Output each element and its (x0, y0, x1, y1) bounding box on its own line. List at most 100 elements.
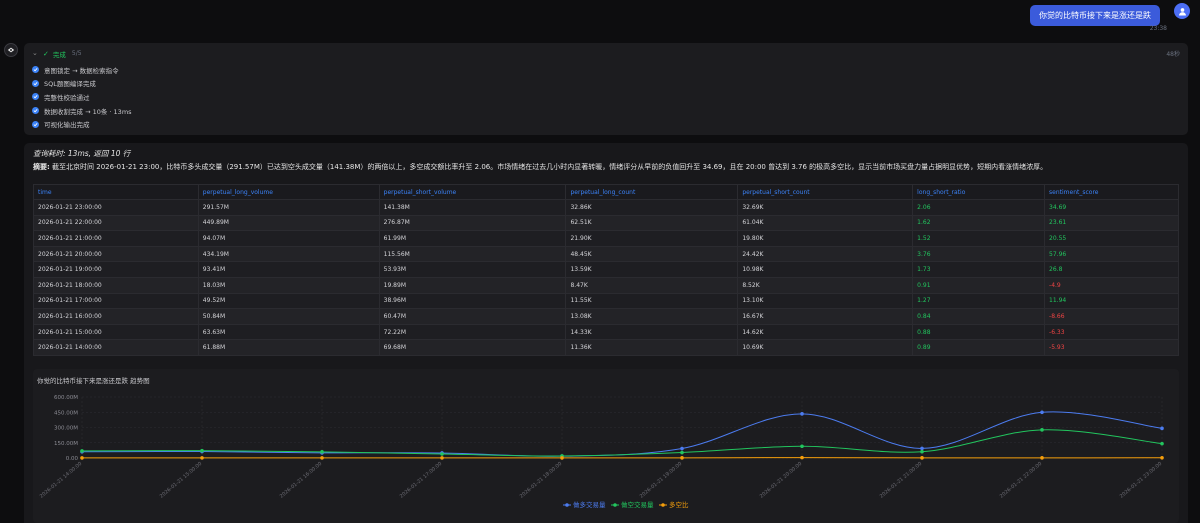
series-line-0 (81, 411, 1163, 457)
table-cell: 18.03M (197, 276, 380, 294)
legend-item-0[interactable]: 做多交易量 (563, 500, 606, 509)
data-point[interactable] (1040, 410, 1044, 415)
legend-swatch-dot (565, 503, 569, 507)
step-check-icon (32, 66, 39, 74)
data-point[interactable] (800, 412, 804, 416)
table-cell: 63.63M (197, 323, 380, 341)
x-tick-label: 2026-01-21 20:00:00 (759, 461, 804, 500)
table-cell: 20.55 (1044, 230, 1179, 247)
step-check-icon (32, 120, 39, 128)
summary: 摘要: 截至北京时间 2026-01-21 23:00，比特币多头成交量（291… (33, 162, 1047, 172)
table-row: 2026-01-21 20:00:00 434.19M 115.56M 48.45K 2… (33, 245, 1179, 263)
table-cell: 13.08K (565, 308, 739, 325)
legend-item-2[interactable]: 多空比 (659, 500, 689, 509)
data-point[interactable] (680, 450, 684, 455)
step-label: 数据收割完成 → 10条 · 13ms (44, 107, 132, 116)
table-cell: 2026-01-21 17:00:00 (33, 292, 199, 310)
table-cell: 0.88 (912, 323, 1046, 341)
step-label: 完整性校验通过 (44, 93, 90, 102)
data-point[interactable] (680, 446, 684, 451)
column-header-long-short-ratio[interactable]: long_short_ratio (912, 184, 1046, 200)
data-point[interactable] (800, 444, 804, 449)
x-tick-label: 2026-01-21 21:00:00 (879, 461, 924, 500)
legend-swatch-dot (661, 503, 665, 507)
table-cell: 61.88M (197, 339, 380, 356)
x-tick-label: 2026-01-21 23:00:00 (1119, 461, 1164, 500)
y-tick-label: 300.00M (54, 426, 78, 432)
x-tick-label: 2026-01-21 15:00:00 (159, 461, 204, 500)
step-check-icon (32, 79, 39, 87)
user-avatar[interactable] (1174, 3, 1190, 19)
table-cell: 2026-01-21 19:00:00 (33, 261, 199, 278)
step-item: SQL题图编译完成 (32, 77, 1180, 91)
user-message-bubble: 你觉的比特币接下来是涨还是跌 (1030, 5, 1160, 26)
table-cell: 11.36K (565, 339, 739, 356)
table-cell: 60.47M (378, 308, 567, 325)
data-point[interactable] (800, 455, 804, 460)
data-point[interactable] (1040, 456, 1044, 460)
table-cell: 291.57M (197, 199, 380, 216)
step-check-icon (32, 107, 39, 115)
table-cell: 94.07M (197, 230, 380, 247)
column-header-perpetual-long-count[interactable]: perpetual_long_count (565, 184, 739, 200)
data-point[interactable] (440, 456, 444, 460)
x-tick-label: 2026-01-21 17:00:00 (399, 461, 444, 500)
table-cell: 2026-01-21 15:00:00 (33, 323, 199, 341)
table-cell: 62.51K (565, 214, 739, 232)
table-cell: 8.47K (565, 276, 739, 294)
data-point[interactable] (920, 449, 924, 454)
data-point[interactable] (200, 448, 204, 453)
y-tick-label: 150.00M (54, 441, 78, 447)
table-cell: -4.9 (1044, 276, 1179, 294)
data-point[interactable] (80, 449, 84, 453)
column-header-time[interactable]: time (33, 184, 199, 200)
data-point[interactable] (560, 456, 564, 460)
table-cell: 11.55K (565, 292, 739, 310)
data-point[interactable] (1040, 428, 1044, 432)
column-header-sentiment-score[interactable]: sentiment_score (1044, 184, 1179, 200)
legend-item-1[interactable]: 做空交易量 (611, 500, 654, 509)
data-point[interactable] (440, 452, 444, 456)
y-tick-label: 600.00M (54, 395, 78, 401)
bot-logo-icon (7, 47, 15, 53)
y-tick-label: 450.00M (54, 410, 78, 416)
column-header-perpetual-short-volume[interactable]: perpetual_short_volume (378, 184, 567, 200)
table-cell: 48.45K (565, 245, 739, 263)
column-header-perpetual-long-volume[interactable]: perpetual_long_volume (197, 184, 380, 200)
table-cell: 276.87M (378, 214, 567, 232)
table-cell: 69.68M (378, 339, 567, 356)
data-point[interactable] (920, 456, 924, 460)
data-point[interactable] (200, 456, 204, 460)
table-row: 2026-01-21 14:00:00 61.88M 69.68M 11.36K 10.… (33, 339, 1179, 356)
data-point[interactable] (920, 446, 924, 451)
legend-label: 多空比 (669, 500, 689, 509)
steps-header[interactable]: ⌄ ✓ 完成 5/5 48秒 (32, 48, 1180, 59)
table-cell: 449.89M (197, 214, 380, 232)
table-cell: 23.61 (1044, 214, 1179, 232)
table-cell: 53.93M (378, 261, 567, 278)
table-cell: 2026-01-21 21:00:00 (33, 230, 199, 247)
user-icon (1178, 7, 1186, 16)
table-cell: 2026-01-21 23:00:00 (33, 199, 199, 216)
column-header-perpetual-short-count[interactable]: perpetual_short_count (737, 184, 914, 200)
table-cell: 26.8 (1044, 261, 1179, 278)
table-cell: 434.19M (197, 245, 380, 263)
data-point[interactable] (320, 450, 324, 454)
step-check-icon (32, 93, 39, 101)
data-point[interactable] (1160, 455, 1164, 460)
table-cell: 11.94 (1044, 292, 1179, 310)
data-point[interactable] (320, 456, 324, 460)
data-point[interactable] (1160, 426, 1164, 431)
table-row: 2026-01-21 22:00:00 449.89M 276.87M 62.51K 6… (33, 214, 1179, 232)
data-point[interactable] (1160, 441, 1164, 446)
y-tick-label: 0.00 (66, 456, 79, 462)
data-point[interactable] (80, 456, 84, 460)
table-cell: 19.80K (737, 230, 914, 247)
data-point[interactable] (680, 456, 684, 460)
user-message-time: 23:38 (1149, 25, 1167, 32)
chevron-down-icon[interactable]: ⌄ (32, 49, 38, 57)
table-cell: 10.98K (737, 261, 914, 278)
legend-label: 做多交易量 (573, 500, 606, 509)
table-cell: 0.84 (912, 308, 1046, 325)
table-cell: 21.90K (565, 230, 739, 247)
